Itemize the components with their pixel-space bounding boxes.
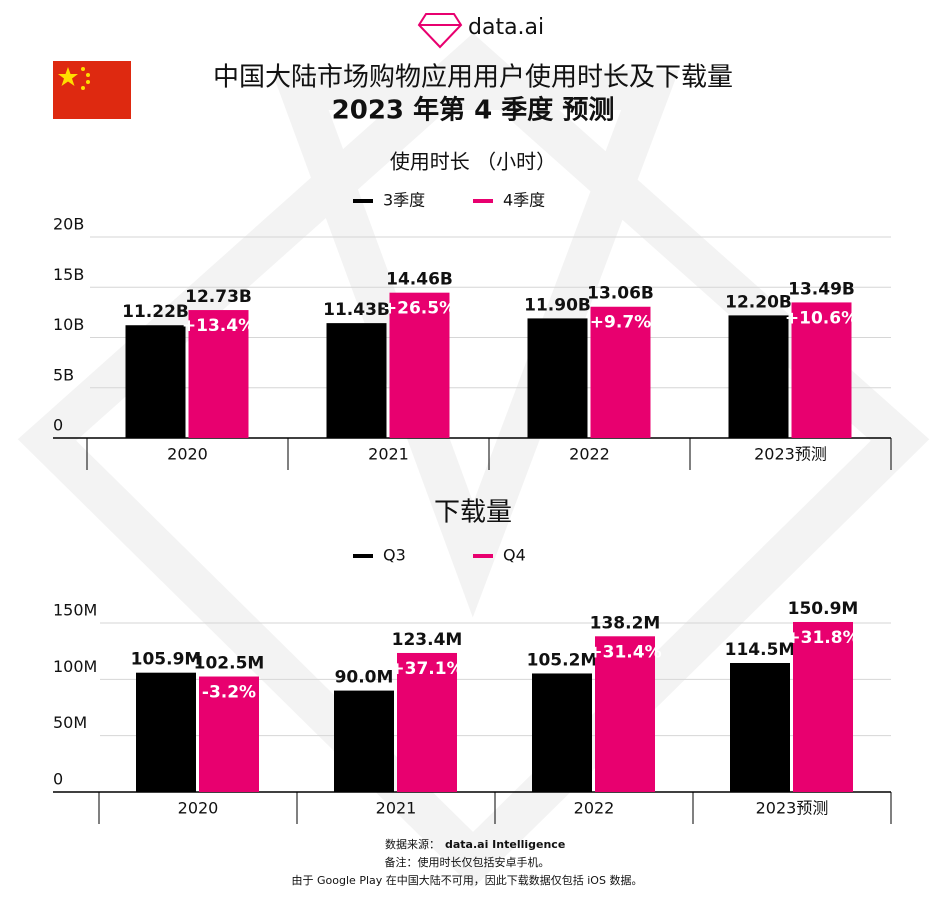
y-tick-label: 150M <box>53 601 97 620</box>
bar <box>590 306 651 438</box>
change-label: +31.8% <box>786 628 859 648</box>
legend-label: Q3 <box>383 546 406 565</box>
bar <box>532 673 592 792</box>
y-tick-label: 50M <box>53 713 87 732</box>
x-tick-label: 2023预测 <box>756 799 829 818</box>
y-tick-label: 100M <box>53 657 97 676</box>
value-label: 90.0M <box>335 668 394 688</box>
value-label: 123.4M <box>392 630 463 650</box>
y-tick-label: 5B <box>53 365 74 384</box>
bar <box>199 676 259 792</box>
legend-label: 4季度 <box>503 191 545 210</box>
x-tick-label: 2020 <box>167 445 208 464</box>
change-label: +37.1% <box>390 659 463 679</box>
chart-title: 下载量 <box>434 498 512 528</box>
x-tick-label: 2022 <box>574 799 615 818</box>
value-label: 102.5M <box>194 654 265 674</box>
value-label: 105.2M <box>527 650 598 670</box>
y-tick-label: 20B <box>53 215 84 234</box>
value-label: 12.20B <box>725 292 792 312</box>
y-tick-label: 0 <box>53 770 63 789</box>
bar <box>188 310 249 438</box>
x-tick-label: 2022 <box>569 445 610 464</box>
legend-label: 3季度 <box>383 191 425 210</box>
bar <box>136 672 196 792</box>
value-label: 114.5M <box>725 640 796 660</box>
change-label: +13.4% <box>182 316 255 336</box>
value-label: 11.90B <box>524 295 591 315</box>
bar <box>791 302 852 438</box>
value-label: 13.06B <box>587 284 654 304</box>
bar <box>793 621 853 792</box>
bar <box>326 323 387 438</box>
value-label: 14.46B <box>386 270 453 290</box>
chart-title: 使用时长 （小时） <box>390 150 556 174</box>
bar <box>728 315 789 438</box>
value-label: 138.2M <box>590 613 661 633</box>
value-label: 13.49B <box>788 279 855 299</box>
x-tick-label: 2021 <box>368 445 409 464</box>
source: data.ai Intelligence <box>445 838 565 851</box>
x-tick-label: 2023预测 <box>754 445 827 464</box>
change-label: +26.5% <box>383 299 456 319</box>
change-label: +10.6% <box>785 308 858 328</box>
change-label: +31.4% <box>588 642 661 662</box>
bar <box>527 318 588 438</box>
value-label: 11.43B <box>323 300 390 320</box>
note: 备注：使用时长仅包括安卓手机。 <box>385 855 550 869</box>
legend-label: Q4 <box>503 546 526 565</box>
logo-icon <box>417 13 463 49</box>
bar <box>389 292 450 438</box>
note: 由于 Google Play 在中国大陆不可用，因此下载数据仅包括 iOS 数据… <box>292 873 643 887</box>
value-label: 11.22B <box>122 302 189 322</box>
change-label: -3.2% <box>202 683 256 703</box>
source-label: 数据来源： <box>385 837 440 851</box>
bar <box>730 662 790 792</box>
y-tick-label: 15B <box>53 265 84 284</box>
change-label: +9.7% <box>590 313 651 333</box>
bar <box>125 325 186 438</box>
flag <box>53 61 131 119</box>
value-label: 12.73B <box>185 287 252 307</box>
bar <box>595 636 655 792</box>
subtitle: 2023 年第 4 季度 预测 <box>332 95 615 126</box>
y-tick-label: 0 <box>53 416 63 435</box>
y-tick-label: 10B <box>53 315 84 334</box>
title: 中国大陆市场购物应用用户使用时长及下载量 <box>213 63 733 93</box>
value-label: 150.9M <box>788 599 859 619</box>
logo-text: data.ai <box>468 15 544 40</box>
value-label: 105.9M <box>131 650 202 670</box>
bar <box>397 652 457 792</box>
bar <box>334 690 394 792</box>
x-tick-label: 2021 <box>376 799 417 818</box>
x-tick-label: 2020 <box>178 799 219 818</box>
